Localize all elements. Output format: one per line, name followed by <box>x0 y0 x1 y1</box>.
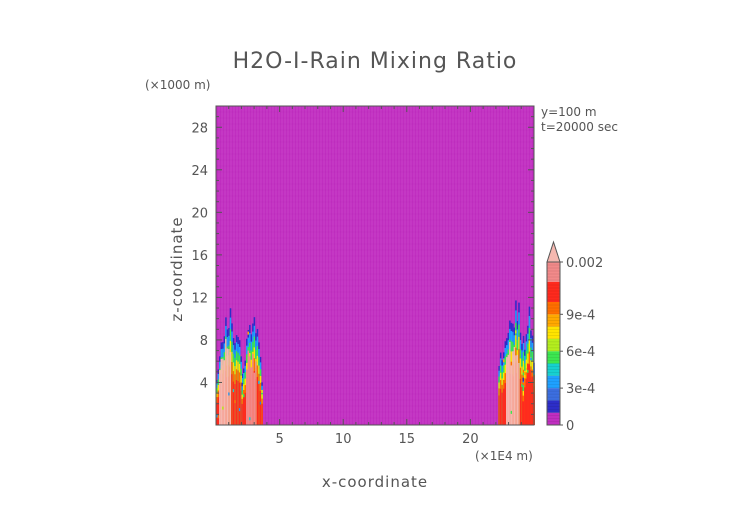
x-unit-label: (×1E4 m) <box>475 449 533 463</box>
x-tick-label: 10 <box>335 432 352 447</box>
colorbar: 0 3e-4 6e-4 9e-4 0.002 <box>546 240 603 434</box>
y-tick-label: 28 <box>191 121 208 136</box>
y-unit-label: (×1000 m) <box>145 78 210 92</box>
colorbar-swatch <box>547 388 560 401</box>
colorbar-tick-label: 3e-4 <box>566 382 595 397</box>
y-tick-label: 8 <box>200 334 208 349</box>
colorbar-tick-label: 0.002 <box>566 256 603 271</box>
y-tick-label: 12 <box>191 291 208 306</box>
plot-area: 5 10 15 20 4 8 12 16 20 24 28 <box>191 105 535 447</box>
chart-title: H2O-I-Rain Mixing Ratio <box>233 49 518 74</box>
y-tick-label: 20 <box>191 206 208 221</box>
y-tick-label: 24 <box>191 164 208 179</box>
colorbar-swatch <box>547 262 560 282</box>
x-tick-label: 5 <box>275 432 283 447</box>
colorbar-tick-label: 9e-4 <box>566 308 595 323</box>
colorbar-swatch <box>547 302 560 315</box>
colorbar-extend-arrow <box>546 240 561 263</box>
y-ticks: 4 8 12 16 20 24 28 <box>191 116 534 415</box>
x-tick-label: 15 <box>399 432 416 447</box>
colorbar-tick-label: 6e-4 <box>566 345 595 360</box>
x-axis-label: x-coordinate <box>322 473 428 491</box>
colorbar-swatch <box>547 400 560 413</box>
colorbar-swatch <box>547 326 560 339</box>
colorbar-swatch <box>547 375 560 389</box>
rain-features <box>216 300 535 425</box>
x-tick-label: 20 <box>462 432 479 447</box>
rain-feature-left <box>216 308 246 425</box>
annotation-y: y=100 m <box>541 105 597 119</box>
x-ticks: 5 10 15 20 <box>228 106 522 447</box>
colorbar-frame <box>546 261 561 426</box>
grid-texture <box>216 106 534 425</box>
colorbar-swatch <box>547 282 560 302</box>
y-tick-label: 16 <box>191 249 208 264</box>
annotation-t: t=20000 sec <box>541 120 618 134</box>
y-tick-label: 4 <box>200 376 208 391</box>
rain-feature-left <box>241 317 263 425</box>
colorbar-swatch <box>547 314 560 327</box>
colorbar-swatch <box>547 363 560 376</box>
colorbar-swatch <box>547 351 560 364</box>
colorbar-swatch <box>547 338 560 352</box>
colorbar-swatch <box>547 412 560 425</box>
y-axis-label: z-coordinate <box>168 216 186 321</box>
colorbar-tick-label: 0 <box>566 419 574 434</box>
